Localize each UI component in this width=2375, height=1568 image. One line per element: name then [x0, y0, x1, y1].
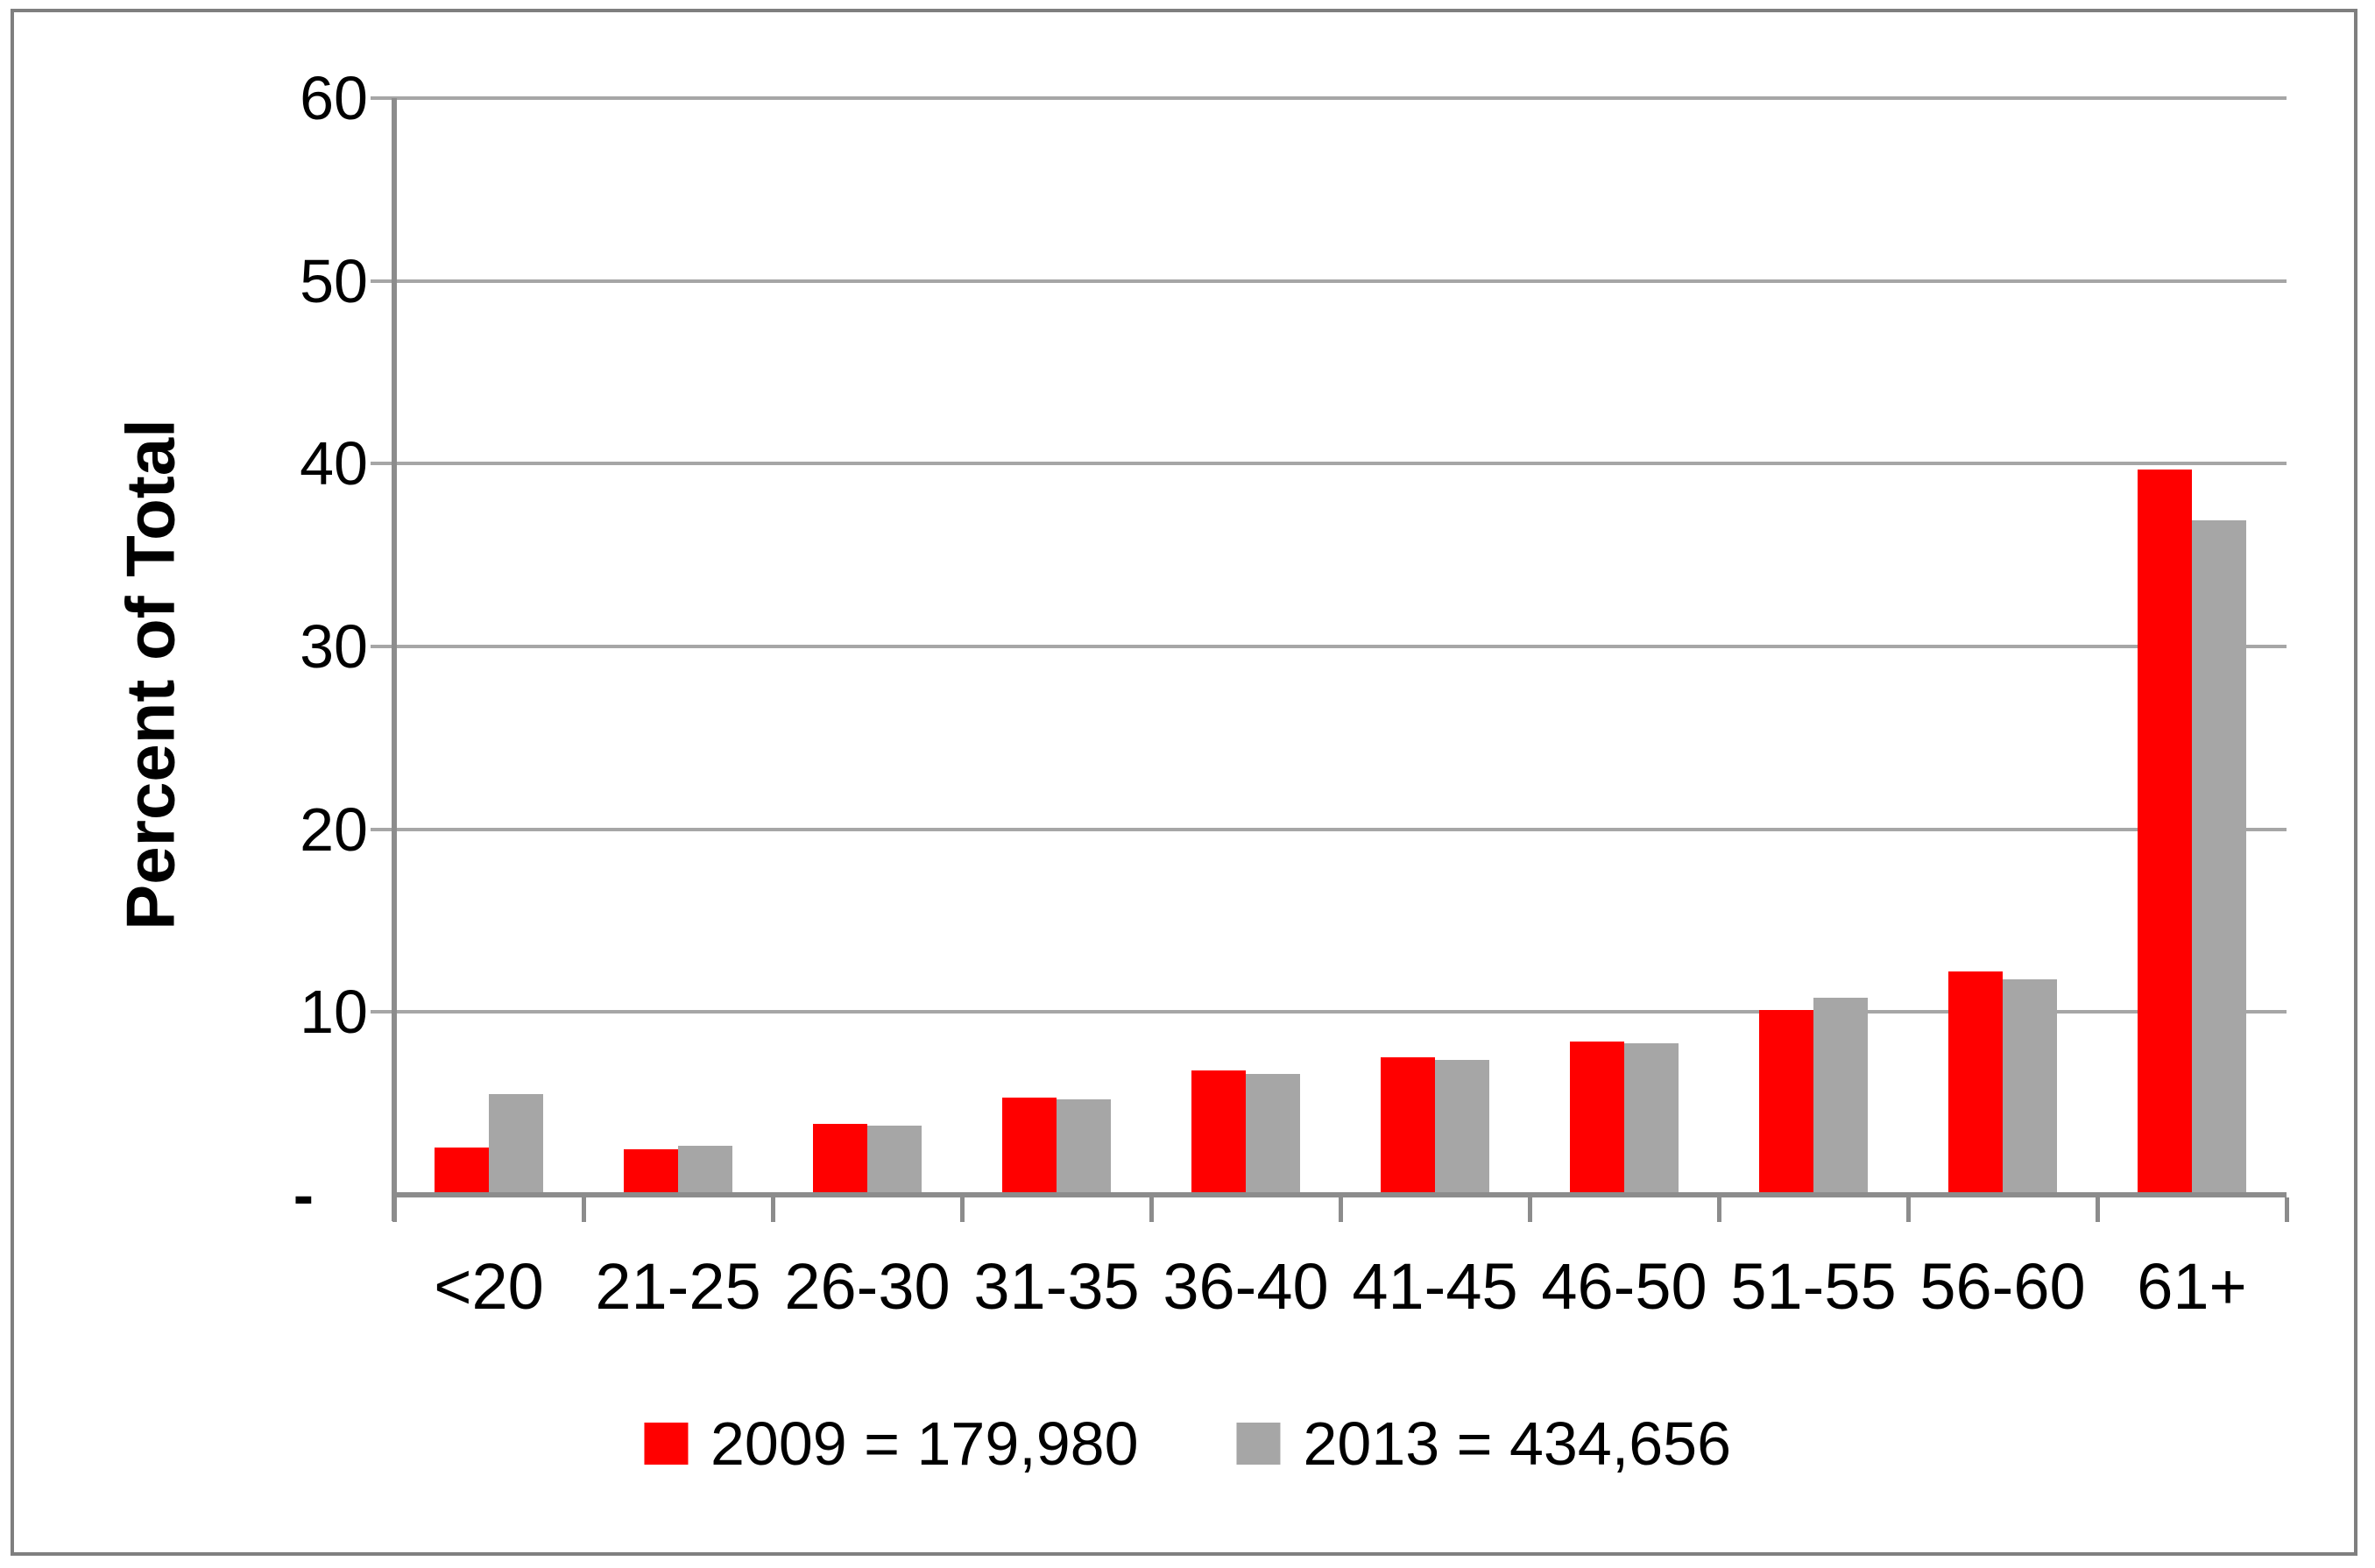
legend-swatch-2009: [643, 1423, 688, 1465]
plot-area: [371, 96, 2289, 1222]
category-tick: [1149, 1197, 1154, 1222]
gridline-10: [371, 1010, 2287, 1014]
x-axis-label: 41-45: [1352, 1250, 1518, 1323]
bar-2009-61+: [2138, 470, 2192, 1195]
y-axis-tick-label: 30: [300, 612, 368, 681]
bar-2013-31-35: [1057, 1099, 1111, 1195]
x-axis-label: 56-60: [1919, 1250, 2086, 1323]
category-tick: [1906, 1197, 1911, 1222]
bar-2009-26-30: [813, 1124, 867, 1195]
category-tick: [2285, 1197, 2289, 1222]
category-tick: [1717, 1197, 1721, 1222]
y-axis-tick-label: 20: [300, 795, 368, 864]
bar-2009-31-35: [1002, 1098, 1057, 1195]
y-axis-tick-label: 60: [300, 64, 368, 132]
legend-label-2013: 2013 = 434,656: [1303, 1409, 1732, 1478]
category-tick: [2096, 1197, 2100, 1222]
legend-item-2009: 2009 = 179,980: [643, 1400, 1139, 1487]
bar-2013-61+: [2192, 520, 2246, 1195]
y-axis-tick-label: 10: [300, 978, 368, 1047]
legend-swatch-2013: [1236, 1423, 1281, 1465]
bar-2013-41-45: [1435, 1060, 1489, 1195]
x-axis-line: [394, 1192, 2287, 1197]
bar-2009-21-25: [624, 1149, 678, 1195]
legend-label-2009: 2009 = 179,980: [710, 1409, 1139, 1478]
category-tick: [960, 1197, 965, 1222]
x-axis-label: 26-30: [784, 1250, 951, 1323]
chart-border: [11, 9, 2357, 1556]
x-axis-label: 36-40: [1163, 1250, 1329, 1323]
bar-2009-46-50: [1570, 1042, 1624, 1195]
x-axis-labels: <20 21-25 26-30 31-35 36-40 41-45 46-50 51-55 56…: [394, 1250, 2287, 1323]
bar-2009-36-40: [1191, 1070, 1246, 1195]
bar-2009-41-45: [1381, 1057, 1435, 1195]
bar-2013-46-50: [1624, 1043, 1679, 1195]
x-axis-label: <20: [434, 1250, 544, 1323]
x-axis-label: 51-55: [1730, 1250, 1897, 1323]
x-axis-label: 61+: [2137, 1250, 2247, 1323]
category-tick: [771, 1197, 775, 1222]
bar-2013-51-55: [1813, 998, 1868, 1195]
x-axis-label: 31-35: [973, 1250, 1140, 1323]
bar-2013-21-25: [678, 1146, 732, 1195]
category-tick: [1528, 1197, 1532, 1222]
bar-2009-56-60: [1948, 971, 2003, 1195]
gridline-50: [371, 279, 2287, 283]
category-tick: [582, 1197, 586, 1222]
y-axis-line: [392, 98, 397, 1221]
bar-2013-<20: [489, 1094, 543, 1195]
bar-2013-56-60: [2003, 979, 2057, 1195]
y-axis-zero-label: -: [293, 1161, 314, 1229]
gridline-30: [371, 645, 2287, 648]
y-axis-tick-label: 40: [300, 429, 368, 498]
legend-item-2013: 2013 = 434,656: [1236, 1400, 1732, 1487]
x-axis-label: 46-50: [1541, 1250, 1707, 1323]
y-axis-tick-labels: 60 50 40 30 20 10 -: [140, 64, 368, 1229]
bar-2013-26-30: [867, 1126, 922, 1195]
gridline-20: [371, 827, 2287, 831]
y-axis-tick-label: 50: [300, 246, 368, 315]
category-tick: [1339, 1197, 1343, 1222]
bar-2009-<20: [435, 1148, 489, 1195]
bar-2009-51-55: [1759, 1010, 1813, 1195]
category-tick: [392, 1197, 397, 1222]
x-axis-label: 21-25: [595, 1250, 761, 1323]
gridline-40: [371, 462, 2287, 466]
bar-2013-36-40: [1246, 1074, 1300, 1195]
legend: 2009 = 179,980 2013 = 434,656: [643, 1400, 1732, 1487]
gridline-60: [371, 96, 2287, 100]
